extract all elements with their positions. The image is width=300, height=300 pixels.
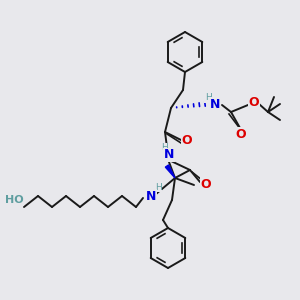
Text: N: N — [146, 190, 156, 202]
Text: H: H — [205, 94, 212, 103]
Text: O: O — [236, 128, 246, 140]
Text: O: O — [201, 178, 211, 190]
Text: N: N — [210, 98, 220, 110]
Text: H: H — [160, 143, 167, 152]
Text: H: H — [154, 182, 161, 191]
Text: HO: HO — [5, 195, 23, 205]
Text: O: O — [182, 134, 192, 148]
Text: N: N — [164, 148, 174, 161]
Text: O: O — [249, 97, 259, 110]
Polygon shape — [165, 165, 175, 178]
